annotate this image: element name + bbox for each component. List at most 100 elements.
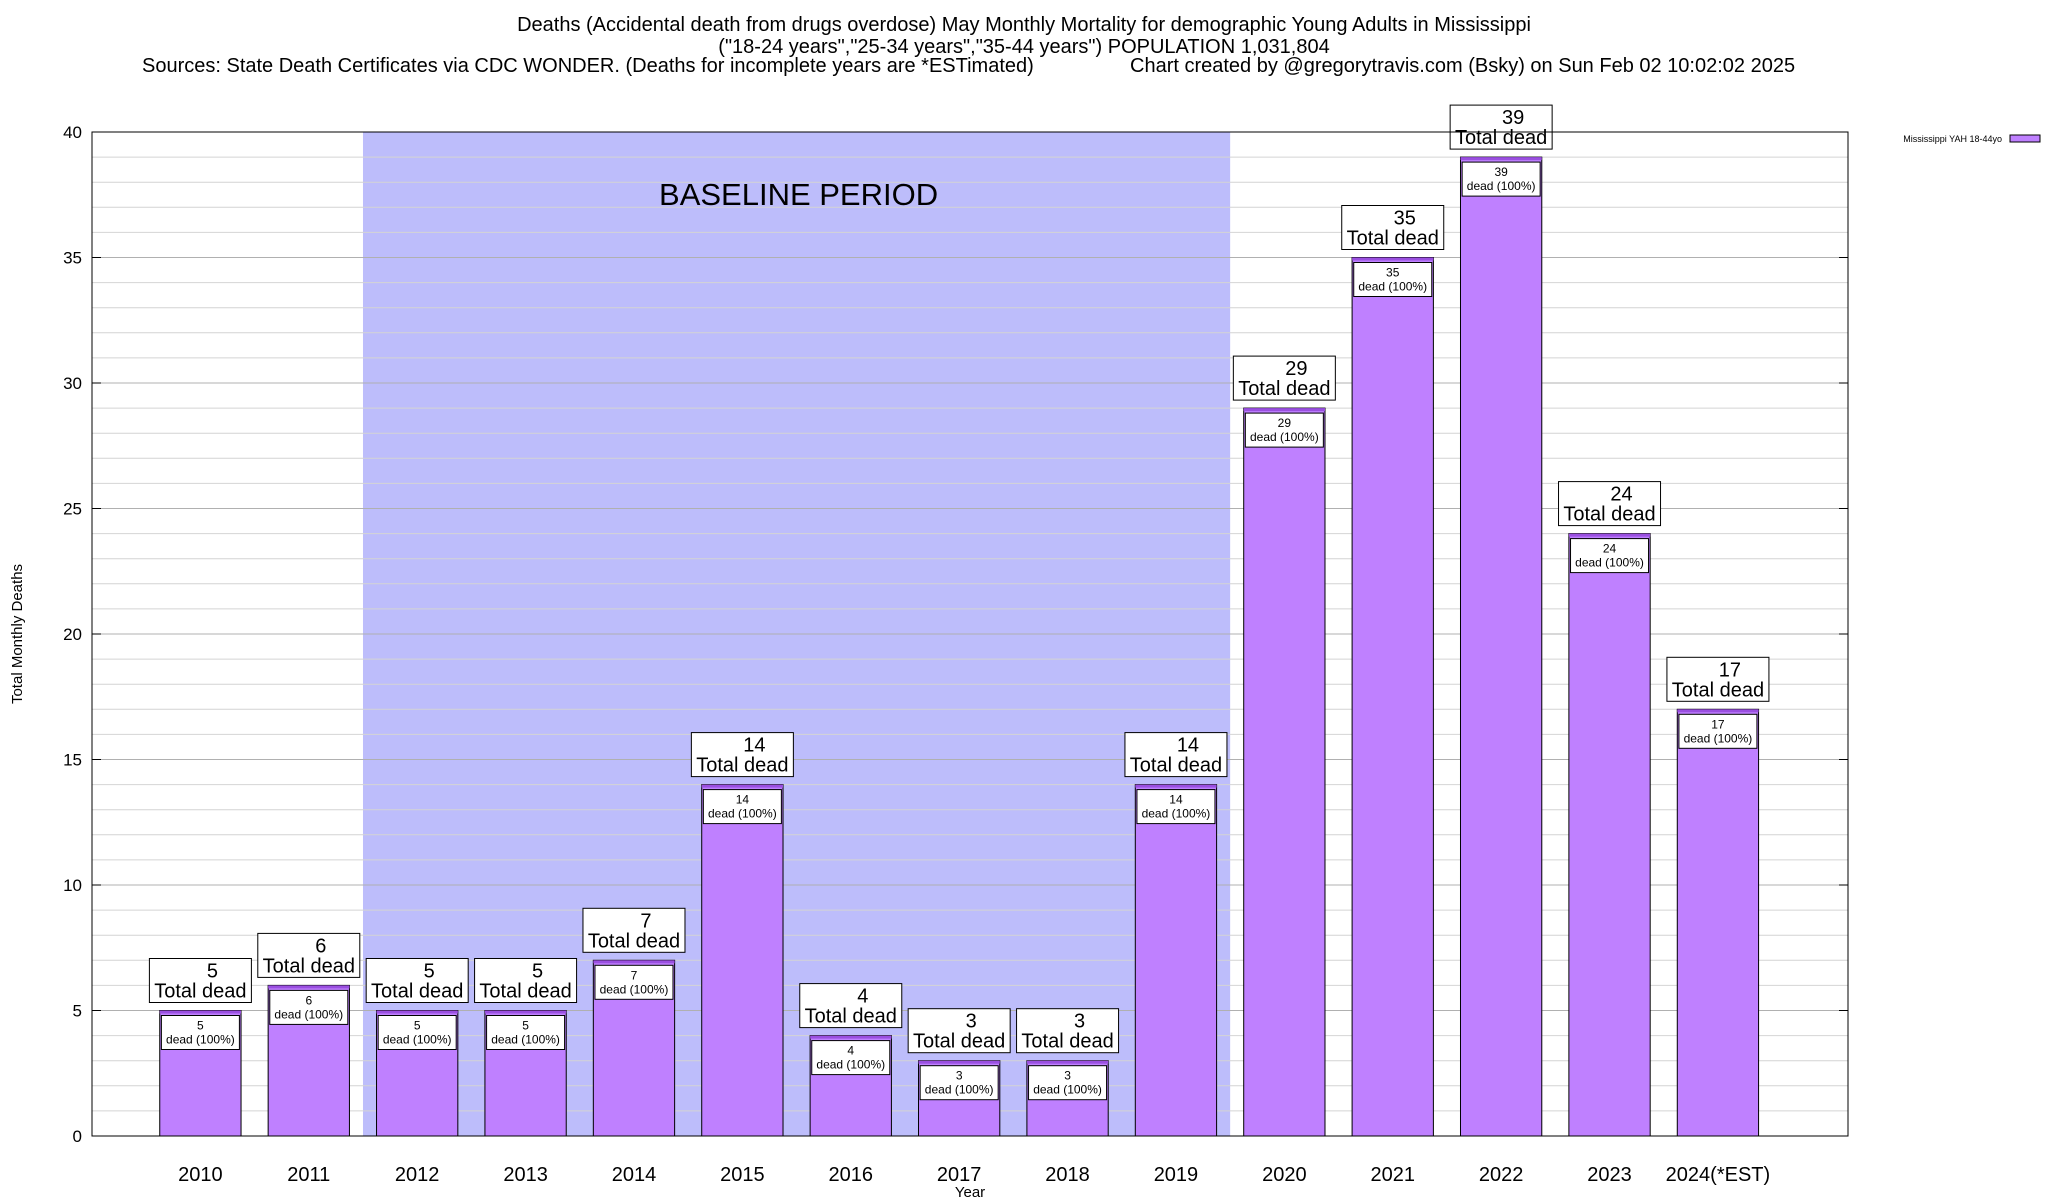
bar-total-label: Total dead <box>1347 228 1439 250</box>
bar <box>1351 257 1434 1137</box>
x-tick-label: 2013 <box>503 1164 548 1186</box>
bar-inner-value: 5 <box>522 1019 529 1033</box>
x-tick-label: 2018 <box>1045 1164 1090 1186</box>
bar-total-value: 7 <box>640 910 651 932</box>
bar-top-edge <box>268 985 350 989</box>
bar-top-edge <box>1568 533 1651 537</box>
bar-top-edge <box>918 1060 1000 1064</box>
legend-swatch <box>2009 134 2041 143</box>
y-tick-label: 20 <box>63 625 82 644</box>
bar-inner-label-box <box>1461 161 1541 197</box>
bar-inner-pct: dead (100%) <box>708 807 777 821</box>
bar-inner-pct: dead (100%) <box>1358 280 1427 294</box>
bar-inner-value: 14 <box>736 793 750 807</box>
bar-inner-pct: dead (100%) <box>1142 807 1211 821</box>
bar-inner-pct: dead (100%) <box>491 1033 560 1047</box>
bar-total-value: 3 <box>1074 1011 1085 1033</box>
bar-total-value: 35 <box>1394 208 1416 230</box>
x-tick-label: 2017 <box>937 1164 982 1186</box>
bar-inner-label-box <box>1353 262 1433 297</box>
bar-inner-pct: dead (100%) <box>1033 1083 1102 1097</box>
bar-total-label: Total dead <box>805 1006 897 1028</box>
bar-inner-label-box <box>1028 1065 1108 1101</box>
bar-total-label-box <box>799 983 903 1029</box>
bar-inner-value: 7 <box>631 968 638 982</box>
y-tick-label: 35 <box>63 249 82 268</box>
bar <box>701 784 784 1137</box>
x-tick-label: 2020 <box>1262 1164 1307 1186</box>
bar-inner-label-box <box>160 1015 240 1050</box>
bar-top-edge <box>701 784 784 788</box>
bar-total-label-box <box>1016 1008 1120 1054</box>
bar-inner-value: 17 <box>1711 717 1725 731</box>
bar-inner-value: 5 <box>197 1019 204 1033</box>
x-tick-label: 2024(*EST) <box>1666 1164 1771 1186</box>
y-tick-label: 30 <box>63 374 82 393</box>
bar-inner-label-box <box>919 1065 999 1101</box>
y-tick-label: 40 <box>63 123 82 142</box>
bar-inner-pct: dead (100%) <box>383 1033 452 1047</box>
bar-inner-value: 39 <box>1494 165 1508 179</box>
bar-top-edge <box>159 1010 242 1014</box>
bar-total-label-box <box>148 958 252 1003</box>
bar-total-label: Total dead <box>1130 755 1222 777</box>
bar-inner-pct: dead (100%) <box>166 1033 235 1047</box>
x-tick-label: 2012 <box>395 1164 440 1186</box>
bar-inner-label-box <box>702 789 782 825</box>
bar-top-edge <box>1026 1060 1109 1064</box>
bar-top-edge <box>484 1010 567 1014</box>
x-tick-label: 2022 <box>1479 1164 1524 1186</box>
bar-total-label-box <box>474 958 578 1003</box>
bar-inner-value: 24 <box>1603 542 1617 556</box>
bar-total-label: Total dead <box>1021 1031 1113 1053</box>
legend-label: Mississippi YAH 18-44yo <box>1903 134 2002 144</box>
bar-total-value: 14 <box>743 735 765 757</box>
x-tick-label: 2023 <box>1587 1164 1632 1186</box>
bar-inner-value: 35 <box>1386 266 1400 280</box>
bar-total-label: Total dead <box>371 981 463 1003</box>
bar-total-label: Total dead <box>479 981 571 1003</box>
y-tick-label: 5 <box>73 1002 82 1021</box>
bar-inner-label-box <box>811 1040 891 1076</box>
bar-total-label-box <box>1666 656 1770 702</box>
bar <box>1568 533 1651 1137</box>
chart-sources: Sources: State Death Certificates via CD… <box>142 55 1034 77</box>
x-tick-label: 2010 <box>178 1164 223 1186</box>
bar-top-edge <box>1243 408 1325 412</box>
bar-total-label-box <box>1449 104 1553 150</box>
bar-inner-label-box <box>1678 713 1758 749</box>
bar-inner-value: 3 <box>956 1069 963 1083</box>
baseline-label: BASELINE PERIOD <box>659 177 938 212</box>
bar <box>1134 784 1218 1137</box>
bar-total-label: Total dead <box>1563 504 1655 526</box>
bar-total-label-box <box>365 958 469 1003</box>
bar-total-label-box <box>907 1008 1011 1054</box>
x-axis-title: Year <box>955 1184 985 1200</box>
bar-total-value: 39 <box>1502 107 1524 129</box>
bar <box>1243 407 1326 1137</box>
bar-inner-pct: dead (100%) <box>1684 731 1753 745</box>
bar-total-label-box <box>1124 732 1228 778</box>
bar-total-value: 3 <box>966 1011 977 1033</box>
chart-credit: Chart created by @gregorytravis.com (Bsk… <box>1130 55 1796 77</box>
x-tick-label: 2015 <box>720 1164 765 1186</box>
chart-subtitle: ("18-24 years","25-34 years","35-44 year… <box>718 36 1330 58</box>
bar-total-label: Total dead <box>1455 127 1547 149</box>
bar <box>1676 708 1760 1137</box>
y-tick-label: 10 <box>63 876 82 895</box>
bar-inner-pct: dead (100%) <box>1575 556 1644 570</box>
bar-inner-value: 3 <box>1064 1069 1071 1083</box>
bar-top-edge <box>593 960 675 964</box>
x-tick-label: 2021 <box>1370 1164 1415 1186</box>
